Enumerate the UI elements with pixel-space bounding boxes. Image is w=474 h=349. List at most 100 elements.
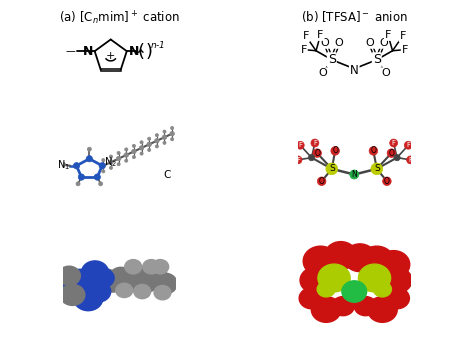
Circle shape bbox=[132, 144, 136, 147]
Circle shape bbox=[313, 149, 321, 157]
Circle shape bbox=[294, 156, 302, 164]
Circle shape bbox=[132, 149, 136, 154]
Text: F: F bbox=[402, 45, 408, 54]
Text: F: F bbox=[385, 30, 391, 40]
Text: F: F bbox=[406, 142, 410, 148]
Text: F: F bbox=[313, 140, 317, 146]
Text: N$_1$: N$_1$ bbox=[57, 158, 70, 171]
Circle shape bbox=[109, 166, 112, 169]
Circle shape bbox=[125, 148, 128, 151]
Circle shape bbox=[171, 126, 173, 129]
Ellipse shape bbox=[96, 269, 117, 287]
Text: $)$: $)$ bbox=[145, 41, 152, 61]
Circle shape bbox=[58, 158, 61, 162]
Circle shape bbox=[99, 163, 105, 169]
Circle shape bbox=[147, 137, 151, 140]
Ellipse shape bbox=[332, 297, 354, 316]
Ellipse shape bbox=[344, 244, 376, 272]
Ellipse shape bbox=[358, 264, 391, 292]
Ellipse shape bbox=[303, 246, 338, 276]
Circle shape bbox=[311, 139, 319, 147]
Ellipse shape bbox=[359, 246, 394, 276]
Text: N$_2$: N$_2$ bbox=[104, 155, 117, 169]
Circle shape bbox=[61, 162, 65, 167]
Text: F: F bbox=[298, 142, 302, 148]
Ellipse shape bbox=[116, 283, 133, 298]
Text: O: O bbox=[389, 149, 394, 158]
Circle shape bbox=[73, 163, 80, 169]
Text: S: S bbox=[329, 164, 335, 173]
Circle shape bbox=[102, 158, 105, 162]
Circle shape bbox=[78, 174, 84, 180]
Text: O: O bbox=[384, 177, 390, 186]
Ellipse shape bbox=[86, 281, 111, 302]
Circle shape bbox=[383, 177, 391, 186]
Circle shape bbox=[109, 160, 113, 164]
Ellipse shape bbox=[318, 264, 350, 292]
Ellipse shape bbox=[378, 251, 410, 279]
Circle shape bbox=[369, 147, 378, 155]
Ellipse shape bbox=[385, 288, 410, 309]
Circle shape bbox=[117, 163, 120, 166]
Text: $($: $($ bbox=[137, 41, 145, 61]
Text: N: N bbox=[82, 45, 93, 58]
Circle shape bbox=[407, 156, 414, 164]
Circle shape bbox=[326, 163, 337, 175]
Text: F: F bbox=[317, 30, 324, 40]
Circle shape bbox=[163, 141, 166, 144]
Circle shape bbox=[140, 152, 143, 155]
Ellipse shape bbox=[58, 266, 80, 285]
Text: F: F bbox=[303, 31, 309, 41]
Ellipse shape bbox=[64, 269, 97, 298]
Ellipse shape bbox=[134, 284, 151, 299]
Ellipse shape bbox=[374, 282, 392, 297]
Text: (b) [TFSA]$^-$ anion: (b) [TFSA]$^-$ anion bbox=[301, 9, 408, 24]
Circle shape bbox=[163, 130, 166, 133]
Ellipse shape bbox=[300, 267, 330, 293]
Circle shape bbox=[55, 165, 59, 169]
Circle shape bbox=[116, 156, 121, 161]
Circle shape bbox=[102, 170, 105, 173]
Text: O: O bbox=[319, 68, 327, 78]
Circle shape bbox=[140, 141, 143, 144]
Text: (a) [C$_n$mim]$^+$ cation: (a) [C$_n$mim]$^+$ cation bbox=[59, 9, 180, 27]
Text: F: F bbox=[392, 140, 396, 146]
Ellipse shape bbox=[145, 266, 167, 285]
Circle shape bbox=[371, 163, 383, 175]
Circle shape bbox=[94, 174, 100, 180]
Circle shape bbox=[147, 142, 152, 147]
Circle shape bbox=[155, 134, 158, 137]
Text: O: O bbox=[332, 146, 338, 155]
Text: O: O bbox=[314, 149, 320, 158]
Ellipse shape bbox=[127, 266, 149, 285]
Ellipse shape bbox=[143, 260, 160, 274]
Circle shape bbox=[155, 145, 158, 148]
Text: O: O bbox=[334, 38, 343, 48]
Text: $n$-1: $n$-1 bbox=[150, 39, 165, 51]
Text: F: F bbox=[409, 157, 412, 163]
Ellipse shape bbox=[152, 273, 177, 294]
Text: N: N bbox=[128, 45, 139, 58]
Text: +: + bbox=[106, 51, 115, 61]
Text: F: F bbox=[296, 157, 300, 163]
Text: O: O bbox=[365, 38, 374, 48]
Ellipse shape bbox=[73, 286, 103, 311]
Circle shape bbox=[394, 155, 400, 161]
Circle shape bbox=[125, 159, 128, 162]
Ellipse shape bbox=[299, 288, 324, 309]
Text: O: O bbox=[320, 38, 329, 48]
Circle shape bbox=[404, 141, 412, 149]
Text: —: — bbox=[66, 46, 75, 56]
Text: N: N bbox=[350, 64, 359, 77]
Circle shape bbox=[162, 135, 167, 140]
Circle shape bbox=[86, 156, 92, 162]
Text: O: O bbox=[382, 68, 390, 78]
Circle shape bbox=[155, 139, 159, 143]
Ellipse shape bbox=[317, 282, 335, 297]
Circle shape bbox=[390, 139, 398, 147]
Circle shape bbox=[309, 155, 315, 161]
Ellipse shape bbox=[91, 268, 114, 288]
Circle shape bbox=[117, 151, 120, 155]
Ellipse shape bbox=[354, 297, 377, 316]
Circle shape bbox=[101, 163, 106, 168]
